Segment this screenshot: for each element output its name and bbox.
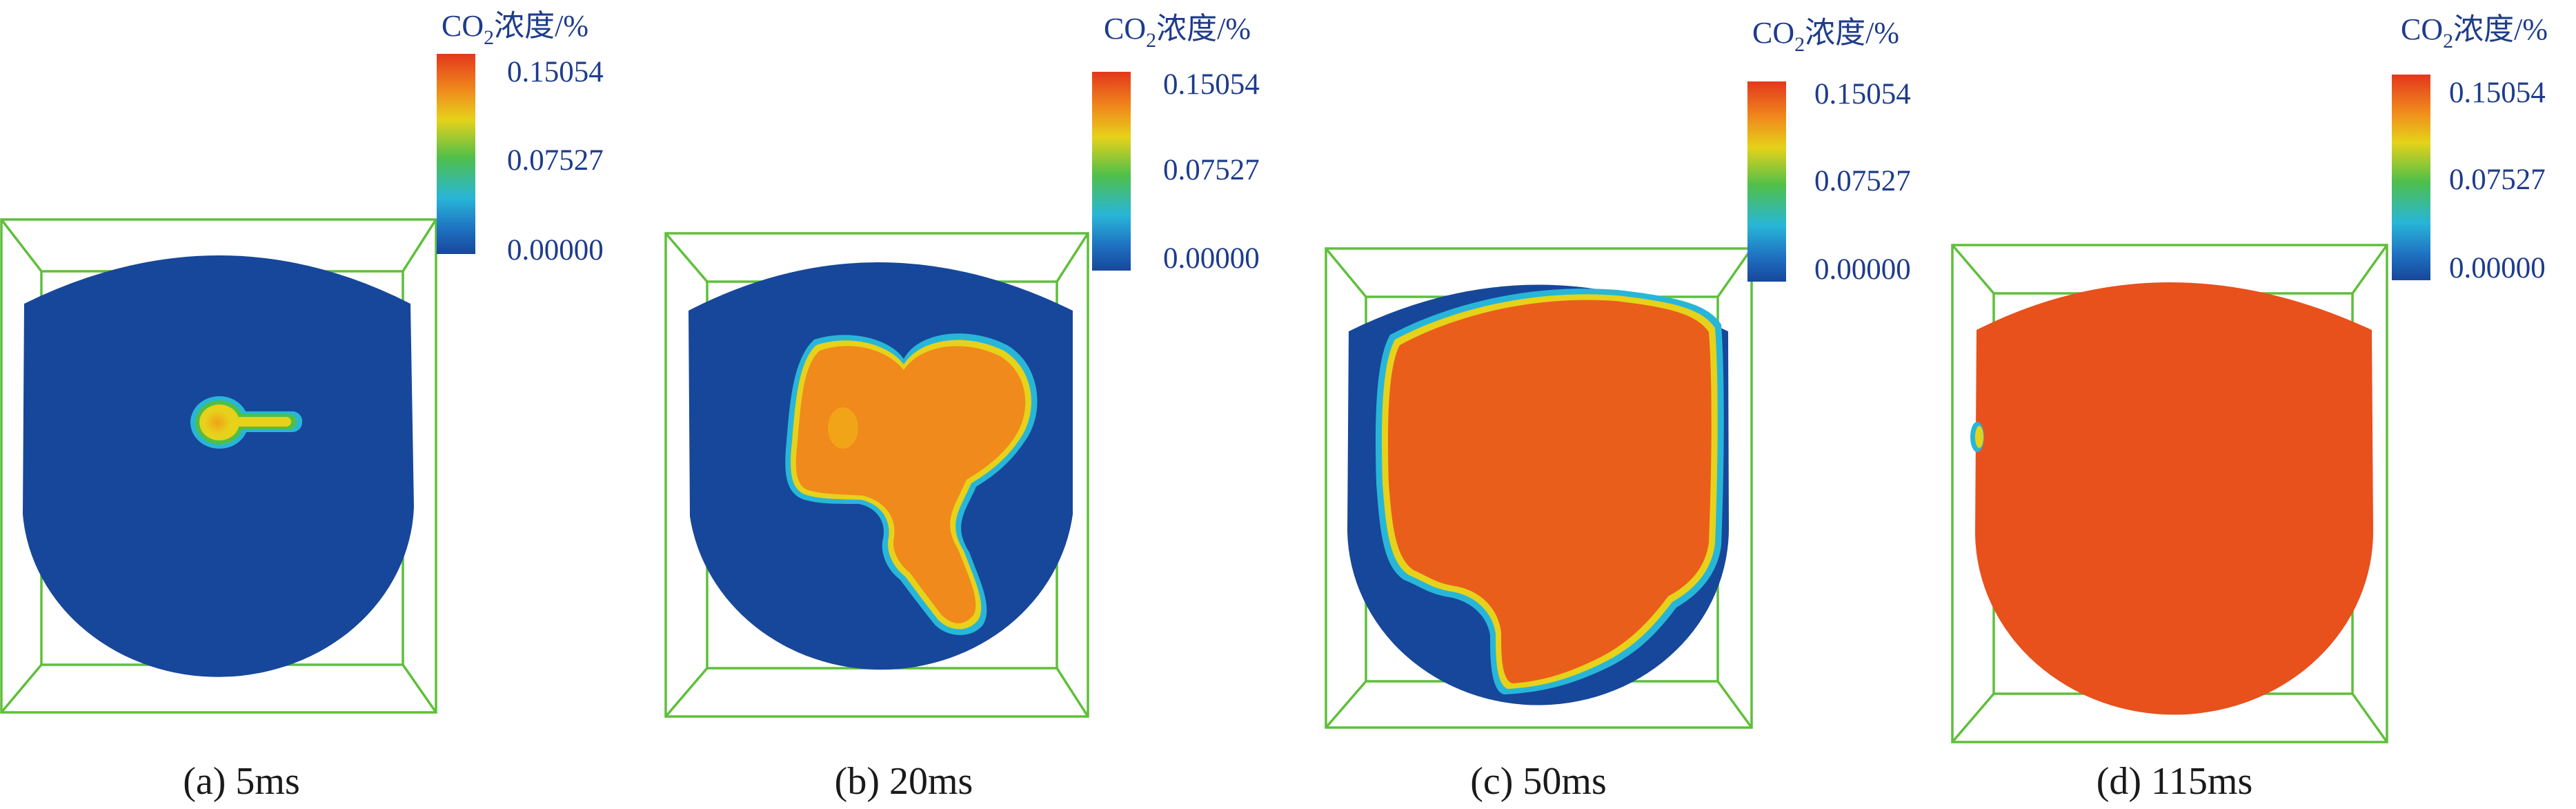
colorbar [1092,72,1131,271]
panel-d: CO2浓度/% 0.15054 0.07527 0.00000 (d) 115m… [1951,12,2548,803]
colorbar-tick-mid: 0.07527 [507,144,604,177]
colorbar [2392,75,2430,280]
colorbar-tick-max: 0.15054 [1163,68,1260,101]
panel-caption: (d) 115ms [2097,760,2253,803]
combustion-flame-front [1376,289,1724,694]
colorbar-tick-mid: 0.07527 [1814,165,1911,197]
colorbar-tick-max: 0.15054 [507,56,604,88]
panel-b: CO2浓度/% 0.15054 0.07527 0.00000 (b) 20ms [664,12,1260,803]
colorbar-tick-min: 0.00000 [1814,253,1911,286]
colorbar-tick-mid: 0.07527 [2449,164,2546,196]
colorbar-tick-mid: 0.07527 [1163,154,1260,186]
panel-caption: (c) 50ms [1470,760,1607,803]
fuel-jet-plume [190,396,302,449]
colorbar-tick-min: 0.00000 [507,234,604,266]
colorbar-title: CO2浓度/% [1104,12,1251,52]
colorbar-tick-min: 0.00000 [1163,242,1260,275]
combustion-flame-front [785,333,1038,635]
colorbar [437,54,475,254]
colorbar-title: CO2浓度/% [442,9,588,49]
colorbar-title: CO2浓度/% [1752,16,1899,56]
colorbar [1747,81,1786,282]
colorbar-tick-max: 0.15054 [2449,77,2546,109]
residual-edge-spot [1970,422,1984,452]
combustion-chamber [23,255,414,677]
colorbar-tick-max: 0.15054 [1814,78,1911,110]
colorbar-title: CO2浓度/% [2401,12,2548,52]
panel-caption: (a) 5ms [183,760,300,803]
combustion-chamber [1975,282,2374,715]
panel-caption: (b) 20ms [835,760,973,803]
panel-a: CO2浓度/% 0.15054 0.07527 0.00000 (a) 5ms [0,9,604,803]
colorbar-tick-min: 0.00000 [2449,252,2546,284]
panel-c: CO2浓度/% 0.15054 0.07527 0.00000 (c) 50ms [1325,16,1911,803]
